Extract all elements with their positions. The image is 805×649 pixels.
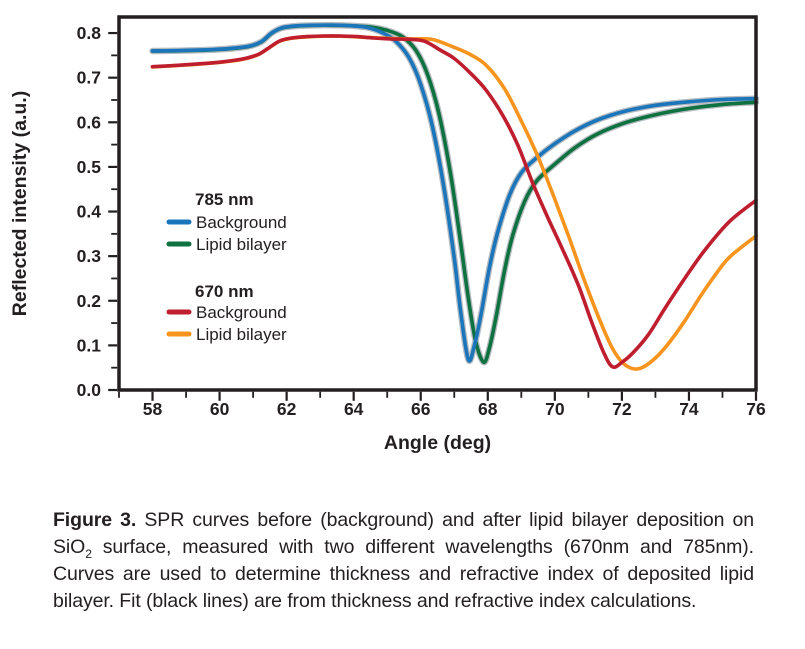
x-tick-label: 64: [344, 399, 364, 419]
x-tick-label: 60: [210, 399, 230, 419]
x-tick-label: 74: [679, 399, 699, 419]
legend-entry-label: Background: [196, 213, 287, 232]
figure-caption-text-1: SPR curves before (background) and after…: [53, 508, 754, 558]
x-tick-label: 58: [143, 399, 163, 419]
y-axis-ticks: [108, 31, 118, 392]
x-axis-title: Angle (deg): [384, 432, 491, 454]
legend: 785 nm Background Lipid bilayer 670 nm Backg…: [166, 190, 287, 344]
y-tick-labels: 0.0 0.1 0.2 0.3 0.4 0.5 0.6 0.7 0.8: [77, 23, 102, 400]
x-tick-label: 72: [612, 399, 632, 419]
spr-chart-area: 58 60 62 64 66 68 70 72 74 76 0.0 0.1 0.2 0.3 0.4 0.5 0.…: [9, 15, 766, 454]
legend-entry-label: Lipid bilayer: [196, 235, 287, 254]
x-tick-label: 70: [545, 399, 565, 419]
figure-caption: Figure 3. SPR curves before (background)…: [53, 507, 754, 616]
x-tick-labels: 58 60 62 64 66 68 70 72 74 76: [143, 399, 766, 419]
figure-caption-label: Figure 3.: [53, 508, 137, 531]
legend-group-title: 785 nm: [195, 190, 254, 209]
y-tick-label: 0.5: [77, 157, 102, 177]
spr-chart: 58 60 62 64 66 68 70 72 74 760.00.10.20.30.40.50.…: [9, 15, 766, 454]
y-tick-label: 0.7: [77, 68, 101, 88]
figure-caption-subscript: 2: [85, 546, 92, 561]
y-tick-label: 0.2: [77, 291, 102, 311]
curve-670-nm-background: [150, 34, 758, 369]
legend-entry-label: Background: [196, 303, 287, 322]
x-tick-label: 76: [746, 399, 766, 419]
x-tick-label: 68: [478, 399, 498, 419]
y-axis-title: Reflected intensity (a.u.): [9, 91, 31, 316]
y-tick-label: 0.8: [77, 23, 102, 43]
figure-caption-text-2: surface, measured with two different wav…: [53, 535, 754, 613]
y-tick-label: 0.4: [77, 202, 102, 222]
plot-frame: [117, 15, 758, 392]
legend-entry-label: Lipid bilayer: [196, 325, 287, 344]
y-tick-label: 0.6: [77, 112, 102, 132]
x-tick-label: 66: [411, 399, 431, 419]
y-tick-label: 0.3: [77, 246, 102, 266]
y-tick-label: 0.0: [77, 380, 102, 400]
curve-785-nm-background: [150, 23, 758, 363]
legend-group-title: 670 nm: [195, 282, 254, 301]
y-tick-label: 0.1: [77, 335, 102, 355]
x-axis-ticks: [118, 391, 758, 401]
x-tick-label: 62: [277, 399, 297, 419]
